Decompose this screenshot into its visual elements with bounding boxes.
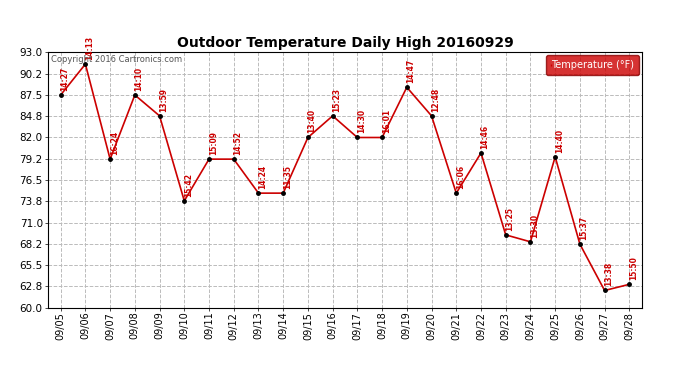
Text: 16:24: 16:24 xyxy=(110,131,119,155)
Text: 16:06: 16:06 xyxy=(456,165,465,189)
Text: 15:42: 15:42 xyxy=(184,173,193,197)
Text: 14:27: 14:27 xyxy=(60,67,69,91)
Text: 13:59: 13:59 xyxy=(159,88,168,112)
Text: 15:23: 15:23 xyxy=(333,88,342,112)
Text: 13:40: 13:40 xyxy=(308,109,317,134)
Text: 14:46: 14:46 xyxy=(481,124,490,149)
Text: 13:30: 13:30 xyxy=(530,213,539,238)
Text: 15:09: 15:09 xyxy=(208,131,217,155)
Text: 11:35: 11:35 xyxy=(283,165,292,189)
Text: 14:40: 14:40 xyxy=(555,129,564,153)
Text: 14:52: 14:52 xyxy=(233,131,242,155)
Text: Copyright 2016 Cartronics.com: Copyright 2016 Cartronics.com xyxy=(51,55,182,64)
Text: 14:47: 14:47 xyxy=(406,59,415,83)
Text: 16:01: 16:01 xyxy=(382,109,391,134)
Title: Outdoor Temperature Daily High 20160929: Outdoor Temperature Daily High 20160929 xyxy=(177,36,513,50)
Text: 13:38: 13:38 xyxy=(604,262,613,286)
Text: 14:30: 14:30 xyxy=(357,109,366,134)
Text: 13:25: 13:25 xyxy=(505,207,514,231)
Text: 15:50: 15:50 xyxy=(629,256,638,280)
Text: 14:10: 14:10 xyxy=(135,67,144,91)
Text: 14:13: 14:13 xyxy=(85,36,94,60)
Legend: Temperature (°F): Temperature (°F) xyxy=(546,56,639,75)
Text: 14:24: 14:24 xyxy=(258,165,267,189)
Text: 12:48: 12:48 xyxy=(431,87,440,112)
Text: 15:37: 15:37 xyxy=(580,216,589,240)
